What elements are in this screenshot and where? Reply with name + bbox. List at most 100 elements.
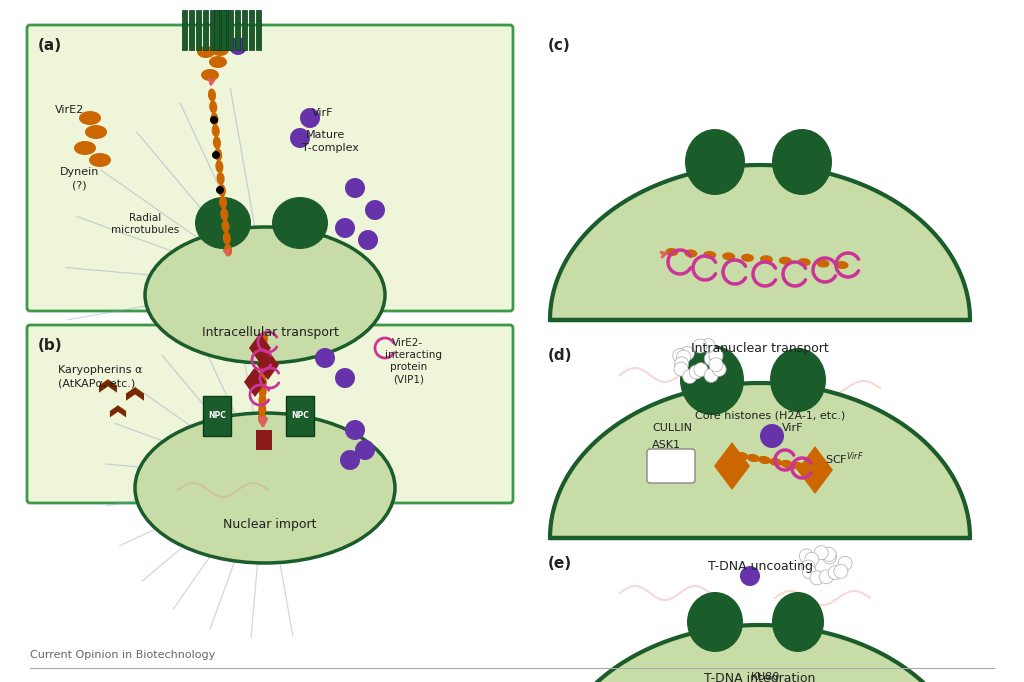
Text: Intracellular transport: Intracellular transport xyxy=(202,326,339,339)
Ellipse shape xyxy=(215,160,223,173)
Text: SCF$^{VirF}$: SCF$^{VirF}$ xyxy=(825,450,863,466)
Circle shape xyxy=(212,151,220,159)
Bar xyxy=(181,10,186,50)
Ellipse shape xyxy=(209,56,227,68)
Circle shape xyxy=(709,349,723,362)
Bar xyxy=(234,10,240,50)
Bar xyxy=(223,10,228,50)
Ellipse shape xyxy=(260,340,268,353)
Ellipse shape xyxy=(272,197,328,249)
Circle shape xyxy=(701,339,715,353)
Text: (d): (d) xyxy=(548,348,572,363)
Bar xyxy=(227,10,232,50)
Circle shape xyxy=(673,349,687,363)
Ellipse shape xyxy=(836,261,849,269)
Ellipse shape xyxy=(792,462,805,470)
Ellipse shape xyxy=(211,44,229,56)
Ellipse shape xyxy=(258,402,266,415)
Ellipse shape xyxy=(741,254,754,262)
Text: (b): (b) xyxy=(38,338,62,353)
Ellipse shape xyxy=(210,113,218,125)
Ellipse shape xyxy=(259,385,266,398)
Ellipse shape xyxy=(79,111,101,125)
Ellipse shape xyxy=(779,256,792,265)
Ellipse shape xyxy=(703,251,716,259)
Ellipse shape xyxy=(769,458,782,466)
Ellipse shape xyxy=(687,592,743,652)
Bar xyxy=(256,10,260,50)
Ellipse shape xyxy=(258,411,266,424)
Ellipse shape xyxy=(218,184,226,197)
Text: VirF: VirF xyxy=(782,423,804,433)
Bar xyxy=(242,10,247,50)
Circle shape xyxy=(814,546,828,560)
Bar xyxy=(213,10,218,50)
Polygon shape xyxy=(550,165,970,320)
Text: T-DNA uncoating: T-DNA uncoating xyxy=(708,560,812,573)
Ellipse shape xyxy=(722,252,735,261)
Circle shape xyxy=(828,565,842,580)
Text: Nuclear import: Nuclear import xyxy=(223,518,316,531)
Ellipse shape xyxy=(214,148,222,161)
Text: NPC: NPC xyxy=(208,411,226,421)
Ellipse shape xyxy=(89,153,111,167)
Polygon shape xyxy=(126,387,144,401)
Ellipse shape xyxy=(260,331,268,344)
Ellipse shape xyxy=(135,413,395,563)
Ellipse shape xyxy=(259,367,267,380)
Circle shape xyxy=(709,358,723,372)
Circle shape xyxy=(810,571,824,585)
Text: ASK1: ASK1 xyxy=(652,440,681,450)
Circle shape xyxy=(822,548,836,561)
Ellipse shape xyxy=(680,345,744,415)
Circle shape xyxy=(740,566,760,586)
Text: Radial: Radial xyxy=(129,213,161,223)
Text: interacting: interacting xyxy=(385,350,442,360)
Text: Intranuclear transport: Intranuclear transport xyxy=(691,342,828,355)
Ellipse shape xyxy=(772,592,824,652)
Text: (c): (c) xyxy=(548,38,570,53)
Ellipse shape xyxy=(223,232,230,245)
Circle shape xyxy=(677,350,690,364)
Ellipse shape xyxy=(259,358,267,371)
FancyBboxPatch shape xyxy=(647,449,695,483)
Circle shape xyxy=(210,116,218,124)
Text: Current Opinion in Biotechnology: Current Opinion in Biotechnology xyxy=(30,650,215,660)
FancyArrowPatch shape xyxy=(660,252,667,257)
Ellipse shape xyxy=(685,129,745,195)
FancyBboxPatch shape xyxy=(27,25,513,311)
Ellipse shape xyxy=(220,208,228,221)
Ellipse shape xyxy=(666,248,679,256)
Ellipse shape xyxy=(259,349,267,362)
Bar xyxy=(188,10,194,50)
Text: VirE2-: VirE2- xyxy=(392,338,423,348)
Circle shape xyxy=(216,186,224,194)
Circle shape xyxy=(802,565,816,579)
Ellipse shape xyxy=(798,258,811,266)
Ellipse shape xyxy=(760,255,773,263)
Text: VirF: VirF xyxy=(312,108,334,118)
Text: Karyopherins α: Karyopherins α xyxy=(58,365,142,375)
Polygon shape xyxy=(797,446,833,494)
Bar xyxy=(203,10,208,50)
Text: KU80: KU80 xyxy=(751,672,779,682)
Bar xyxy=(220,10,225,50)
Circle shape xyxy=(340,450,360,470)
Text: Dynein: Dynein xyxy=(60,167,99,177)
Text: (e): (e) xyxy=(548,556,572,571)
Text: (VIP1): (VIP1) xyxy=(393,374,424,384)
Polygon shape xyxy=(714,442,750,490)
Circle shape xyxy=(680,346,694,360)
Polygon shape xyxy=(244,367,266,397)
Circle shape xyxy=(683,370,696,383)
Ellipse shape xyxy=(212,124,220,137)
Polygon shape xyxy=(257,350,279,380)
Ellipse shape xyxy=(219,196,227,209)
Ellipse shape xyxy=(221,220,229,233)
Bar xyxy=(530,28,1020,682)
Text: microtubules: microtubules xyxy=(111,225,179,235)
Ellipse shape xyxy=(258,394,266,406)
FancyArrowPatch shape xyxy=(209,79,214,84)
Text: NPC: NPC xyxy=(291,411,309,421)
Circle shape xyxy=(822,550,837,564)
